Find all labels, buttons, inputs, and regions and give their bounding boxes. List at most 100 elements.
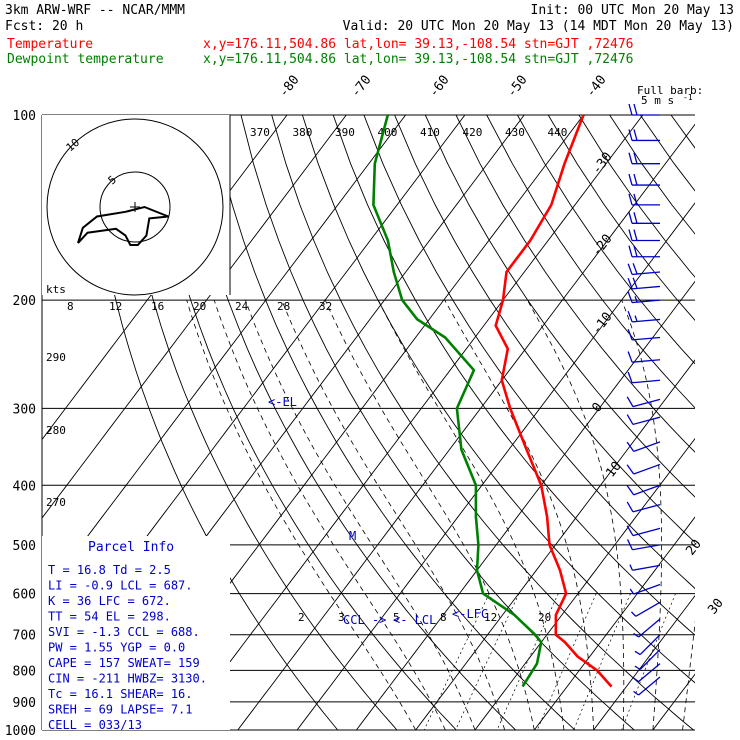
barb-flag (633, 212, 638, 224)
mixing-ratio-line (573, 593, 631, 730)
isotherm-label: 30 (705, 596, 726, 618)
barb-flag (627, 263, 633, 275)
dry-adiabat (209, 115, 576, 730)
dry-adiabat (179, 115, 516, 730)
ccl-label: CCL -> (343, 613, 386, 627)
profiles (372, 115, 613, 688)
barb-flag (626, 396, 634, 407)
mixing-ratio-label: 5 (393, 611, 400, 624)
barb-flag (628, 152, 633, 164)
moist-adiabat (682, 619, 695, 730)
wind-barb (626, 525, 661, 537)
parcel-info-row: Tc = 16.1 SHEAR= 16. (48, 687, 193, 701)
mixing-ratio-line (536, 593, 597, 730)
moist-adiabat (245, 299, 476, 730)
isotherm-line (296, 202, 695, 730)
theta-e-label: 410 (420, 126, 440, 139)
barb-half-flag (633, 677, 639, 683)
barb-flag (627, 277, 633, 290)
isotherm-label: -20 (589, 232, 615, 260)
barb-flag (626, 414, 634, 425)
dry-adiabat (486, 115, 695, 409)
parcel-info-row: CELL = 033/13 (48, 718, 142, 732)
wind-barb (628, 193, 660, 206)
wind-barb (627, 310, 661, 323)
barb-shaft (632, 503, 661, 513)
dry-adiabat (702, 115, 740, 730)
dry-adiabat (240, 115, 635, 730)
pressure-label: 700 (13, 629, 36, 644)
dewpoint-profile (372, 115, 543, 688)
wind-barb (628, 152, 660, 165)
parcel-info-row: T = 16.8 Td = 2.5 (48, 563, 171, 577)
dry-adiabat (455, 115, 695, 453)
barb-half-flag (634, 296, 638, 303)
barb-flag (628, 173, 633, 186)
barb-shaft (632, 359, 661, 363)
barb-flag (628, 245, 633, 257)
theta-e-label: 400 (378, 126, 398, 139)
barb-flag (626, 525, 634, 536)
theta-e-label: 430 (505, 126, 525, 139)
forecast-hour: Fcst: 20 h (5, 19, 83, 34)
barb-shaft (632, 564, 661, 571)
wind-barb (628, 103, 660, 116)
barb-flag (633, 229, 638, 241)
isotherm-line (593, 594, 695, 730)
isotherm-label: -30 (589, 150, 615, 178)
mixing-ratio-label: 3 (338, 611, 345, 624)
barb-shaft (632, 379, 661, 384)
isotherm-label: -40 (583, 73, 609, 101)
wind-barb (627, 263, 661, 276)
mixing-ratio-label: 12 (484, 611, 497, 624)
isotherm-line (533, 516, 695, 730)
annotations: <-EL M CCL -> <- LCL <-LFC (268, 395, 488, 627)
pressure-label: 500 (13, 539, 36, 554)
hodo-unit-label: kts (46, 283, 66, 296)
barb-shaft (635, 601, 661, 617)
barb-shaft (639, 634, 661, 655)
pressure-label: 1000 (5, 724, 36, 739)
theta-label: 290 (46, 351, 66, 364)
isotherm-line (712, 115, 740, 730)
isotherm-label: -80 (276, 73, 302, 101)
barb-key-exponent: -1 (683, 93, 693, 102)
wind-barb (627, 291, 661, 304)
theta-label: 280 (46, 424, 66, 437)
parcel-info-row: PW = 1.55 YGP = 0.0 (48, 641, 185, 655)
wind-barb (629, 583, 661, 595)
wind-barb (627, 351, 661, 363)
model-title: 3km ARW-WRF -- NCAR/MMM (5, 3, 185, 18)
isotherm-line (652, 673, 695, 730)
barb-shaft (633, 484, 661, 496)
dry-adiabat (332, 115, 695, 636)
barb-shaft (632, 527, 661, 537)
mixing-ratio-line (455, 593, 520, 730)
wind-barb (626, 463, 661, 475)
parcel-info-row: CAPE = 157 SWEAT= 159 (48, 656, 200, 670)
dry-adiabat (301, 115, 695, 684)
mixing-ratio-line (496, 593, 559, 730)
wind-barb (626, 396, 661, 408)
dry-adiabat (732, 115, 740, 730)
barb-half-flag (634, 315, 638, 322)
barb-flag (627, 371, 633, 383)
wind-barb (629, 564, 661, 571)
wind-barb (626, 414, 661, 426)
wind-barb (627, 371, 661, 384)
barb-shaft (633, 583, 661, 595)
barb-flag (633, 152, 638, 164)
barb-flag (633, 173, 638, 186)
dry-adiabat (148, 115, 457, 730)
barb-half-flag (629, 564, 634, 571)
hodo-speed-label: 24 (235, 300, 249, 313)
barb-shaft (639, 649, 661, 670)
hodo-trace (77, 205, 169, 246)
theta-e-label: 420 (463, 126, 483, 139)
theta-e-label: 380 (293, 126, 313, 139)
barb-flag (632, 263, 638, 275)
barb-half-flag (633, 690, 639, 696)
temperature-legend: Temperature (7, 37, 93, 52)
